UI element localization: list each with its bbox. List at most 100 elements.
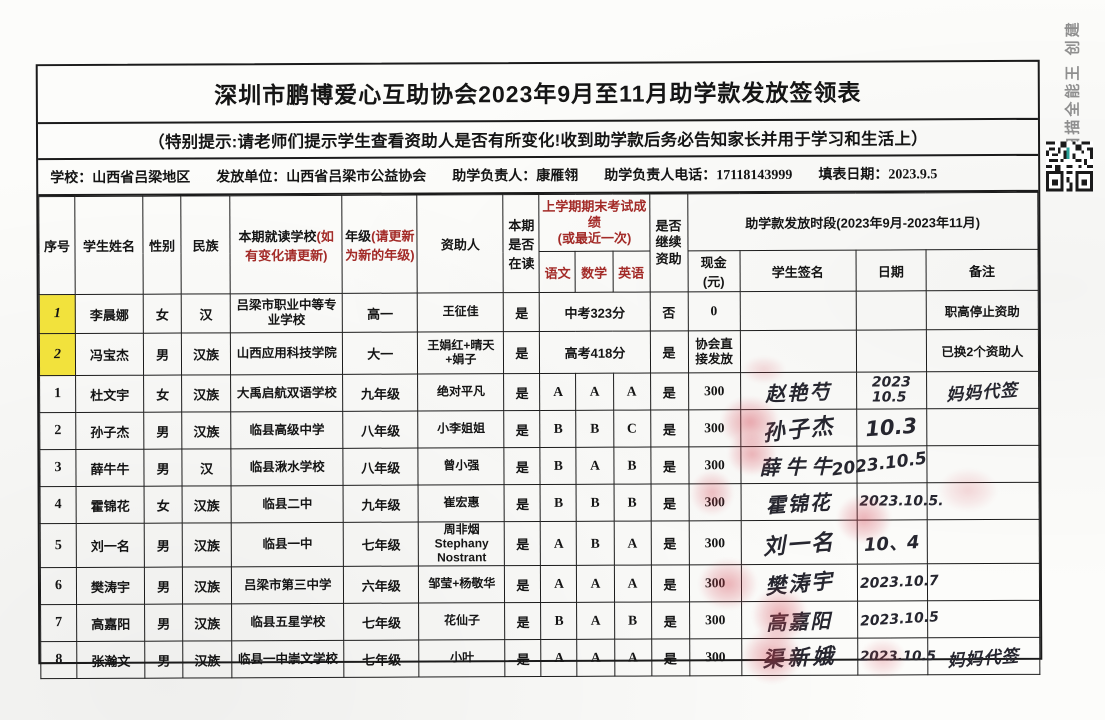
- cell-no: 5: [40, 523, 77, 569]
- cell-grade: 大一: [342, 332, 418, 375]
- col-ethnic: 民族: [180, 195, 231, 295]
- cell-enrolled: 是: [504, 521, 541, 567]
- info-row: 学校：山西省吕梁地区 发放单位：山西省吕梁市公益协会 助学负责人：康雁翎 助学负…: [38, 155, 1039, 197]
- school-field: 学校：山西省吕梁地区: [50, 168, 191, 186]
- cell-no: 3: [39, 449, 77, 487]
- cell-continue: 是: [650, 372, 689, 411]
- qr-code-icon: [1046, 141, 1093, 192]
- cell-date: 2023 10.5: [856, 371, 927, 410]
- cell-no: 4: [40, 486, 77, 524]
- cell-school: 临县一中崇文学校: [231, 640, 345, 679]
- col-sponsor: 资助人: [417, 194, 504, 294]
- cell-student-name: 薛牛牛: [75, 449, 145, 487]
- cell-continue: 是: [650, 483, 689, 522]
- col-period-group: 助学款发放时段(2023年9月-2023年11月): [687, 192, 1039, 251]
- cell-ethnic: 汉族: [181, 374, 231, 413]
- cell-no: 1: [39, 375, 76, 413]
- cell-score-chinese: B: [541, 602, 578, 640]
- cell-score-math: B: [576, 521, 614, 566]
- cell-exam-score: 中考323分: [539, 292, 650, 332]
- cell-score-english: B: [614, 602, 652, 640]
- filldate-field: 填表日期：2023.9.5: [818, 165, 938, 183]
- cell-score-english: A: [614, 639, 652, 677]
- cell-gender: 女: [143, 294, 182, 334]
- cell-date: 2023.10.7: [857, 564, 939, 602]
- cell-gender: 女: [143, 375, 182, 413]
- col-gender: 性别: [142, 196, 182, 295]
- cell-grade: 九年级: [343, 485, 419, 523]
- table-row: 5 刘一名男汉族 临县一中 七年级 周非烟Stephany Nostrant 是 A B A 是 3…: [40, 519, 1040, 569]
- cell-remark: [927, 600, 1040, 639]
- cell-remark: 已换2个资助人: [926, 329, 1039, 372]
- cell-grade: 七年级: [343, 640, 420, 678]
- cell-score-english: C: [613, 410, 651, 448]
- cell-no: 2: [39, 412, 76, 450]
- cell-cash: 300: [688, 520, 742, 566]
- cell-score-math: B: [576, 410, 614, 448]
- cell-student-name: 刘一名: [76, 523, 145, 568]
- cell-gender: 男: [143, 333, 182, 376]
- grant-table: 序号 学生姓名 性别 民族 本期就读学校(如有变化请更新) 年级(请更新为新的年…: [38, 192, 1040, 680]
- cell-ethnic: 汉族: [181, 411, 232, 450]
- cell-enrolled: 是: [503, 292, 540, 332]
- cell-grade: 七年级: [343, 522, 419, 567]
- cell-sponsor: 邹莹+杨敬华: [418, 566, 505, 604]
- cell-signature: 刘一名: [740, 520, 858, 566]
- cell-school: 山西应用科技学院: [230, 332, 343, 375]
- cell-date: 2023.10.5: [830, 445, 928, 484]
- cell-continue: 是: [650, 446, 689, 485]
- cell-ethnic: 汉族: [182, 604, 232, 642]
- cell-cash: 300: [688, 483, 741, 521]
- cell-gender: 女: [144, 486, 183, 524]
- cell-ethnic: 汉族: [182, 567, 232, 605]
- cell-date: [856, 329, 927, 373]
- cell-gender: 男: [144, 604, 183, 642]
- cell-score-chinese: A: [540, 565, 578, 603]
- cell-score-chinese: B: [540, 447, 577, 485]
- cell-grade: 六年级: [343, 566, 419, 604]
- cell-grade: 七年级: [343, 603, 420, 641]
- cell-gender: 男: [144, 641, 184, 679]
- cell-student-name: 冯宝杰: [75, 333, 144, 376]
- col-cash: 现金(元): [687, 250, 740, 292]
- cell-no: 6: [40, 567, 77, 606]
- cell-signature: [739, 291, 857, 331]
- col-exam-group: 上学期期末考试成绩 (或最近一次): [539, 194, 650, 252]
- cell-no: 1: [39, 294, 76, 334]
- cell-continue: 是: [649, 330, 689, 374]
- cell-signature: 孙子杰: [740, 409, 857, 447]
- cell-enrolled: 是: [504, 484, 541, 522]
- cell-remark: 妈妈代签: [926, 371, 1039, 409]
- col-grade: 年级(请更新为新的年级): [342, 195, 418, 294]
- cell-date: 2023.10.5.: [856, 482, 944, 521]
- cell-cash: 300: [688, 446, 741, 484]
- col-english: 英语: [612, 251, 650, 293]
- col-math: 数学: [575, 251, 613, 293]
- cell-signature: 赵艳芍: [740, 372, 857, 410]
- cell-remark: 妈妈代签: [927, 637, 1040, 676]
- cell-score-math: A: [577, 602, 615, 640]
- cell-score-chinese: A: [540, 521, 577, 566]
- table-row: 8 张瀚文男汉族 临县一中崇文学校 七年级 小叶是 A A A 是 300 渠新娥 2023.10.5…: [40, 637, 1040, 680]
- cell-student-name: 高嘉阳: [76, 604, 145, 642]
- cell-grade: 八年级: [343, 448, 419, 486]
- cell-signature: 渠新娥: [741, 638, 858, 677]
- cell-score-english: B: [613, 484, 651, 522]
- cell-exam-score: 高考418分: [539, 331, 651, 374]
- cell-remark: [926, 482, 1040, 520]
- cell-score-english: A: [613, 565, 652, 603]
- cell-enrolled: 是: [505, 639, 542, 678]
- cell-enrolled: 是: [504, 565, 542, 604]
- cell-student-name: 霍锦花: [76, 486, 145, 524]
- cell-remark: [926, 445, 1040, 483]
- form-frame: 深圳市鹏博爱心互助协会2023年9月至11月助学款发放签领表 （特别提示:请老师…: [35, 59, 1043, 680]
- cell-signature: 樊涛宇: [741, 564, 858, 603]
- cell-remark: [926, 519, 1040, 565]
- cell-remark: [927, 563, 1040, 602]
- notice-row: （特别提示:请老师们提示学生查看资助人是否有所变化!收到助学款后务必告知家长并用…: [37, 117, 1039, 161]
- cell-score-english: B: [613, 447, 651, 485]
- cell-grade: 八年级: [342, 411, 419, 449]
- cell-school: 大禹启航双语学校: [230, 374, 343, 412]
- cell-continue: 是: [650, 409, 689, 448]
- phone-field: 助学负责人电话：17118143999: [604, 166, 793, 184]
